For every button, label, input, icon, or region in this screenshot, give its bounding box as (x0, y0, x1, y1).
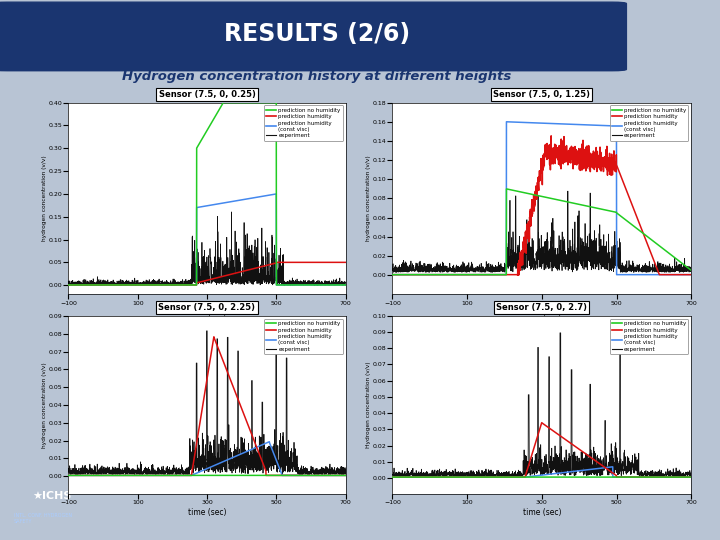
Legend: prediction no humidity, prediction humidity, prediction humidity
(const visc), e: prediction no humidity, prediction humid… (264, 105, 343, 140)
Legend: prediction no humidity, prediction humidity, prediction humidity
(const visc), e: prediction no humidity, prediction humid… (610, 319, 688, 354)
Title: Sensor (7.5, 0, 1.25): Sensor (7.5, 0, 1.25) (493, 90, 590, 99)
Text: ★ICHS: ★ICHS (33, 491, 72, 501)
X-axis label: time (sec): time (sec) (188, 508, 226, 517)
Legend: prediction no humidity, prediction humidity, prediction humidity
(const visc), e: prediction no humidity, prediction humid… (610, 105, 688, 140)
X-axis label: time (sec): time (sec) (188, 308, 226, 318)
Y-axis label: hydrogen concentration (v/v): hydrogen concentration (v/v) (42, 362, 47, 448)
Text: RESULTS (2/6): RESULTS (2/6) (224, 22, 410, 45)
Title: Sensor (7.5, 0, 2.7): Sensor (7.5, 0, 2.7) (496, 303, 588, 312)
FancyBboxPatch shape (0, 2, 626, 71)
Text: INTL. CONF. HYDROGEN
SAFETY: INTL. CONF. HYDROGEN SAFETY (14, 513, 72, 524)
X-axis label: time (sec): time (sec) (523, 508, 561, 517)
Y-axis label: Hydrogen concentration (v/v): Hydrogen concentration (v/v) (366, 362, 371, 448)
Title: Sensor (7.5, 0, 2.25): Sensor (7.5, 0, 2.25) (158, 303, 256, 312)
X-axis label: time (sec): time (sec) (523, 308, 561, 318)
Y-axis label: hydrogen concentration (v/v): hydrogen concentration (v/v) (366, 156, 371, 241)
Legend: prediction no humidity, prediction humidity, prediction humidity
(const visc), e: prediction no humidity, prediction humid… (264, 319, 343, 354)
Title: Sensor (7.5, 0, 0.25): Sensor (7.5, 0, 0.25) (158, 90, 256, 99)
Y-axis label: hydrogen concentration (v/v): hydrogen concentration (v/v) (42, 156, 47, 241)
Text: Hydrogen concentration history at different heights: Hydrogen concentration history at differ… (122, 70, 512, 84)
